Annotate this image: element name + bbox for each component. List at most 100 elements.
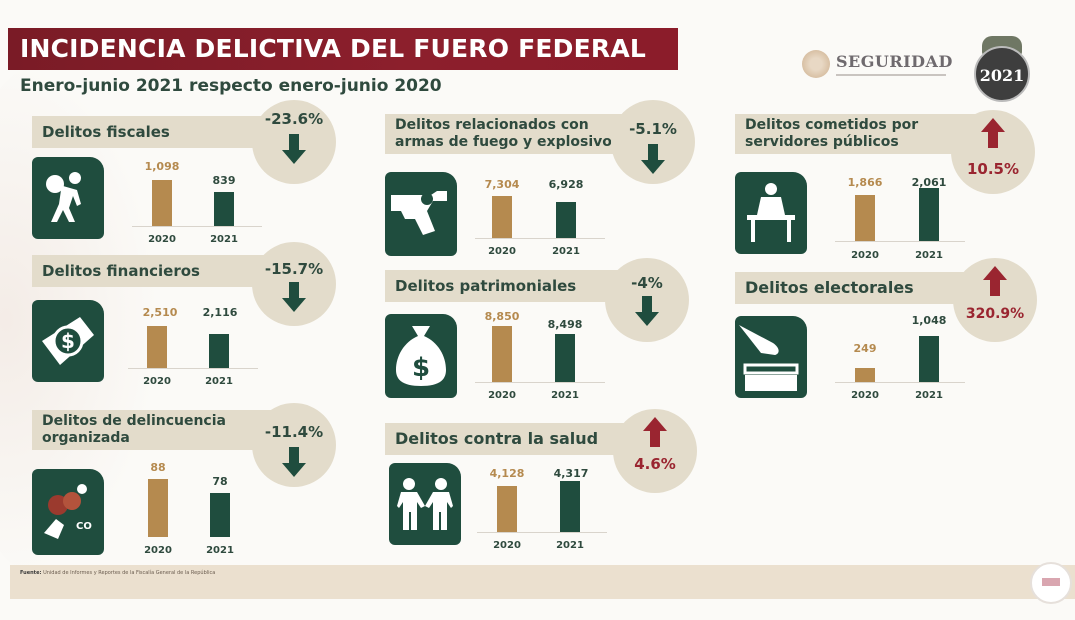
value-2021: 1,048 <box>911 314 947 327</box>
bar-2021 <box>214 192 234 226</box>
bar-2020 <box>147 326 167 368</box>
axis-baseline <box>835 241 965 242</box>
source-footer: Fuente: Unidad de Informes y Reportes de… <box>10 565 1075 599</box>
source-text: Unidad de Informes y Reportes de la Fisc… <box>43 570 216 576</box>
change-bubble: 10.5% <box>951 110 1035 194</box>
arrow-up-icon <box>983 266 1007 296</box>
value-2020: 1,098 <box>144 160 180 173</box>
card-title: Delitos contra la salud <box>385 423 635 455</box>
axis-baseline <box>835 382 965 383</box>
revolver-icon <box>385 172 457 256</box>
bar-2020 <box>152 180 172 226</box>
card-title-line2: organizada <box>42 430 130 446</box>
arrow-down-icon <box>282 447 306 477</box>
change-bubble: -15.7% <box>252 242 336 326</box>
value-2020: 249 <box>853 342 877 355</box>
year-label-2020: 2020 <box>851 250 879 261</box>
year-label-2020: 2020 <box>144 545 172 556</box>
year-badge: 2021 <box>974 46 1030 102</box>
year-label-2021: 2021 <box>915 250 943 261</box>
value-2020: 4,128 <box>489 467 525 480</box>
bar-2021 <box>209 334 229 368</box>
change-percent: 320.9% <box>965 306 1025 322</box>
bar-2020 <box>497 486 517 532</box>
card-title-line1: Delitos de delincuencia <box>42 413 226 429</box>
year-label-2021: 2021 <box>551 390 579 401</box>
source-label: Fuente: <box>20 570 42 576</box>
seal-icon <box>802 50 830 78</box>
value-2021: 6,928 <box>548 178 584 191</box>
value-2021: 8,498 <box>547 318 583 331</box>
axis-baseline <box>132 226 262 227</box>
change-percent: -4% <box>631 274 663 292</box>
card-title-line2: servidores públicos <box>745 134 899 150</box>
bar-2021 <box>560 481 580 532</box>
arrow-down-icon <box>282 134 306 164</box>
card-title: Delitos patrimoniales <box>385 270 635 302</box>
change-percent: 10.5% <box>966 160 1020 178</box>
card-title-line1: Delitos relacionados con <box>395 117 589 133</box>
year-2021-logo: 2021 <box>972 36 1032 102</box>
source-note: Fuente: Unidad de Informes y Reportes de… <box>20 570 215 576</box>
year-label-2021: 2021 <box>206 545 234 556</box>
card-title-line2: armas de fuego y explosivos <box>395 134 621 150</box>
axis-baseline <box>475 382 605 383</box>
year-label-2021: 2021 <box>210 234 238 245</box>
value-2020: 88 <box>150 461 166 474</box>
people-exchange-icon <box>389 463 461 545</box>
axis-baseline <box>477 532 607 533</box>
change-bubble: -5.1% <box>611 100 695 184</box>
arrow-down-icon <box>282 282 306 312</box>
bar-2021 <box>919 188 939 241</box>
year-label-2020: 2020 <box>143 376 171 387</box>
axis-baseline <box>128 368 258 369</box>
ballot-box-icon <box>735 316 807 398</box>
value-2021: 78 <box>212 475 228 488</box>
official-desk-icon <box>735 172 807 254</box>
year-label-2020: 2020 <box>851 390 879 401</box>
money-eye-icon: $ <box>32 300 104 382</box>
bar-2020 <box>492 196 512 238</box>
svg-text:$: $ <box>61 329 75 353</box>
arrow-up-icon <box>643 417 667 447</box>
thief-icon <box>32 157 104 239</box>
value-2020: 7,304 <box>484 178 520 191</box>
bar-2020 <box>855 368 875 382</box>
logo-mark-icon <box>1042 578 1060 586</box>
money-bag-icon: $ <box>385 314 457 398</box>
change-percent: -23.6% <box>264 110 324 128</box>
value-2021: 839 <box>212 174 236 187</box>
bar-2020 <box>855 195 875 241</box>
card-title: Delitos de delincuencia organizada <box>32 410 272 450</box>
year-label-2021: 2021 <box>552 246 580 257</box>
change-bubble: -23.6% <box>252 100 336 184</box>
arrow-down-icon <box>641 144 665 174</box>
value-2020: 1,866 <box>847 176 883 189</box>
axis-baseline <box>475 238 605 239</box>
bar-2020 <box>148 479 168 537</box>
bar-2021 <box>556 202 576 238</box>
seguridad-logo: SEGURIDAD <box>802 50 953 78</box>
organized-crime-icon: CO <box>32 469 104 555</box>
change-bubble: 320.9% <box>953 258 1037 342</box>
value-2021: 4,317 <box>553 467 589 480</box>
card-title: Delitos relacionados con armas de fuego … <box>385 114 635 154</box>
change-bubble: 4.6% <box>613 409 697 493</box>
change-percent: -15.7% <box>264 260 324 278</box>
year-label-2021: 2021 <box>915 390 943 401</box>
bar-2021 <box>919 336 939 382</box>
svg-text:$: $ <box>412 353 430 383</box>
value-2021: 2,061 <box>911 176 947 189</box>
page-subtitle: Enero-junio 2021 respecto enero-junio 20… <box>20 76 442 96</box>
year-label-2020: 2020 <box>488 390 516 401</box>
page-title: INCIDENCIA DELICTIVA DEL FUERO FEDERAL <box>8 28 678 70</box>
year-label-2020: 2020 <box>488 246 516 257</box>
logo-subline <box>836 74 946 76</box>
change-percent: 4.6% <box>634 455 676 473</box>
year-label-2020: 2020 <box>493 540 521 551</box>
arrow-down-icon <box>635 296 659 326</box>
change-percent: -5.1% <box>629 120 677 138</box>
value-2020: 8,850 <box>484 310 520 323</box>
year-label-2021: 2021 <box>205 376 233 387</box>
corner-logo <box>1030 562 1072 604</box>
